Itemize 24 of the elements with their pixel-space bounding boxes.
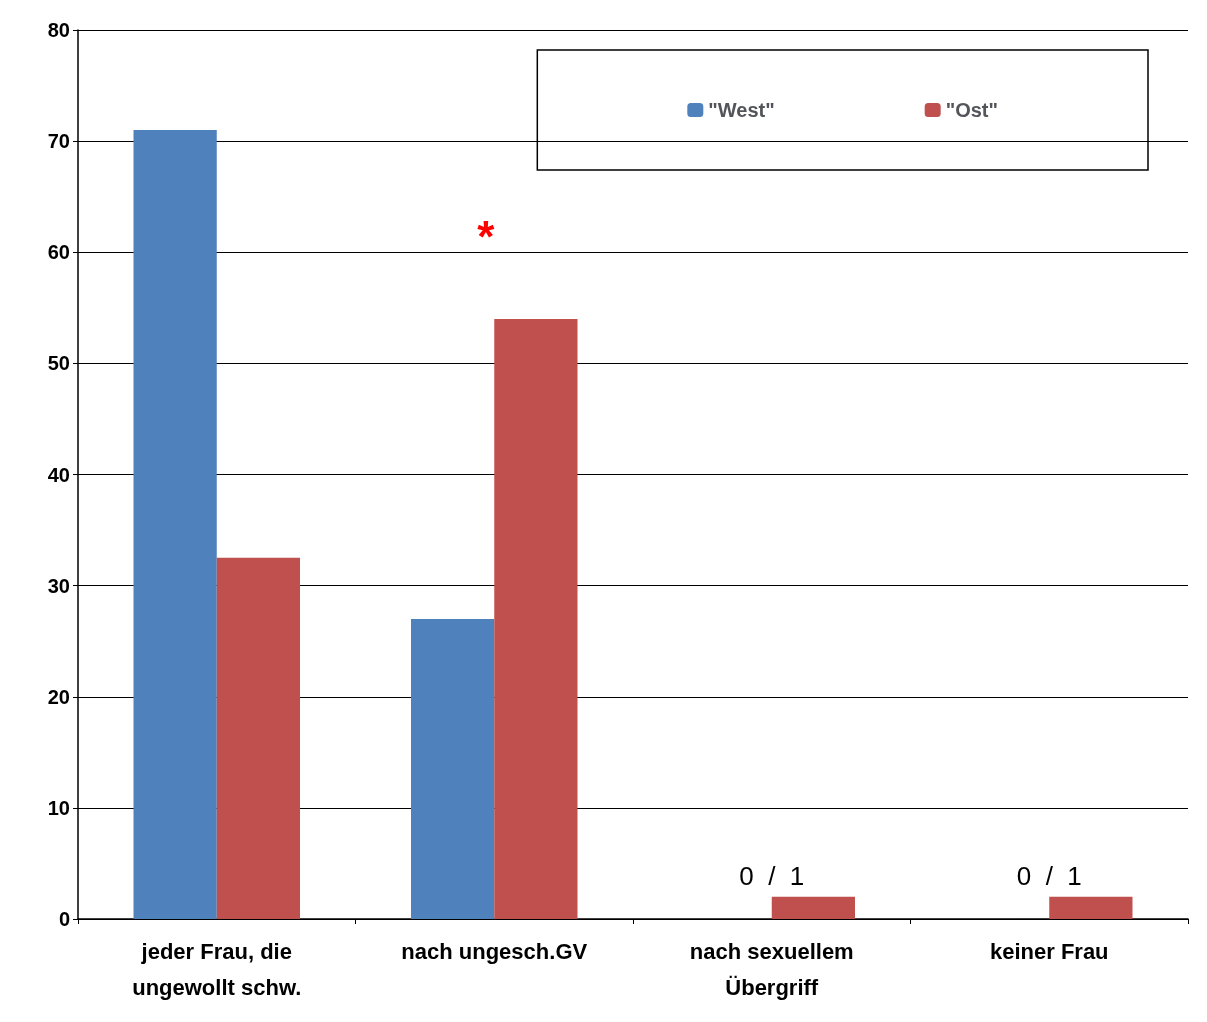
y-tick-label: 30: [47, 574, 70, 597]
x-tick-label: jeder Frau, die ungewollt schw.: [132, 938, 302, 1000]
y-tick-label: 70: [47, 130, 70, 153]
x-tick-label: keiner Frau: [989, 938, 1109, 964]
annotation: 0 / 1: [739, 860, 805, 891]
bar: [494, 318, 578, 919]
x-tick-label: nach ungesch.GV: [401, 938, 588, 964]
y-tick-label: 80: [47, 19, 70, 41]
y-tick-label: 50: [47, 352, 70, 375]
annotation: 0 / 1: [1016, 860, 1082, 891]
bar: [1049, 896, 1133, 919]
bar: [771, 896, 855, 919]
annotation: *: [477, 212, 496, 262]
bar: [133, 130, 217, 919]
y-tick-label: 60: [47, 241, 70, 264]
y-tick-label: 20: [47, 685, 70, 708]
legend-label: "West": [708, 99, 775, 121]
x-tick-label: nach sexuellem Übergriff: [689, 938, 854, 1000]
y-tick-label: 10: [47, 796, 70, 819]
y-tick-label: 0: [58, 908, 70, 930]
bar: [411, 618, 495, 919]
y-tick-label: 40: [47, 463, 70, 486]
legend-label: "Ost": [945, 99, 999, 121]
bar: [216, 557, 300, 919]
